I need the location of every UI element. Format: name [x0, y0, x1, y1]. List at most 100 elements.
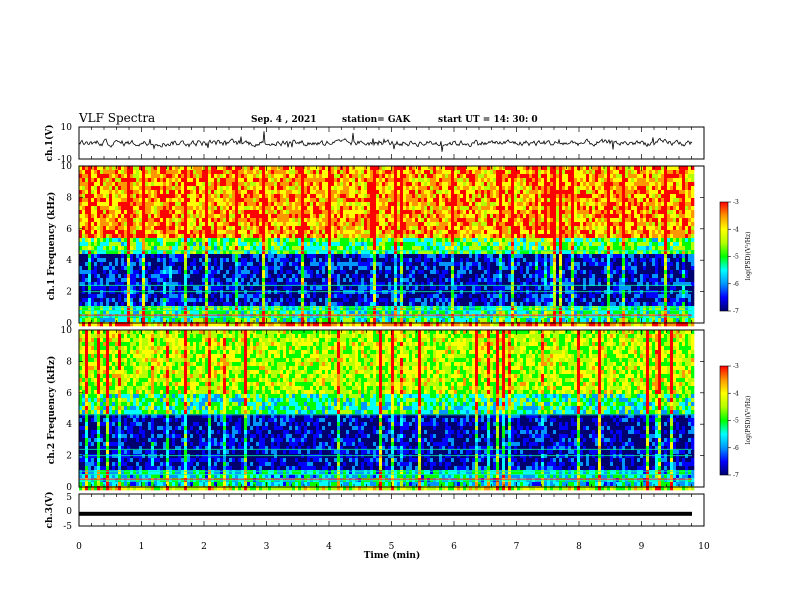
spectrogram-cell	[241, 310, 245, 315]
spectrogram-cell	[169, 298, 173, 303]
spectrogram-cell	[427, 206, 431, 211]
spectrogram-cell	[436, 294, 440, 299]
spectrogram-cell	[361, 206, 365, 211]
spectrogram-cell	[334, 230, 338, 235]
spectrogram-cell	[88, 242, 92, 247]
spectrogram-cell	[352, 206, 356, 211]
spectrogram-cell	[349, 262, 353, 267]
spectrogram-cell	[259, 218, 263, 223]
spectrogram-cell	[235, 186, 239, 191]
spectrogram-cell	[82, 174, 86, 179]
spectrogram-cell	[436, 290, 440, 295]
spectrogram-cell	[409, 234, 413, 239]
spectrogram-cell	[397, 314, 401, 319]
spectrogram-cell	[286, 294, 290, 299]
spectrogram-cell	[364, 274, 368, 279]
spectrogram-cell	[355, 222, 359, 227]
spectrogram-cell	[172, 310, 176, 315]
spectrogram-cell	[145, 178, 149, 183]
figure-title: VLF Spectra	[78, 111, 155, 125]
spectrogram-cell	[358, 198, 362, 203]
spectrogram-cell	[304, 206, 308, 211]
spectrogram-cell	[220, 254, 224, 259]
spectrogram-cell	[436, 222, 440, 227]
spectrogram-cell	[397, 198, 401, 203]
spectrogram-cell	[250, 194, 254, 199]
spectrogram-cell	[313, 286, 317, 291]
spectrogram-cell	[379, 186, 383, 191]
spectrogram-cell	[217, 218, 221, 223]
spectrogram-cell	[418, 258, 422, 263]
spectrogram-cell	[319, 318, 323, 323]
spectrogram-cell	[376, 274, 380, 279]
spectrogram-cell	[193, 182, 197, 187]
spectrogram-cell	[265, 270, 269, 275]
spectrogram-cell	[193, 226, 197, 231]
spectrogram-cell	[160, 282, 164, 287]
spectrogram-cell	[142, 170, 146, 175]
spectrogram-cell	[91, 290, 95, 295]
spectrogram-cell	[370, 202, 374, 207]
spectrogram-cell	[427, 226, 431, 231]
spectrogram-cell	[364, 270, 368, 275]
spectrogram-cell	[358, 298, 362, 303]
spectrogram-cell	[157, 322, 161, 327]
spectrogram-cell	[169, 166, 173, 171]
spectrogram-cell	[400, 170, 404, 175]
spectrogram-cell	[397, 242, 401, 247]
spectrogram-cell	[370, 238, 374, 243]
spectrogram-cell	[250, 310, 254, 315]
spectrogram-cell	[361, 262, 365, 267]
spectrogram-cell	[88, 206, 92, 211]
spectrogram-cell	[436, 238, 440, 243]
spectrogram-cell	[346, 306, 350, 311]
spectrogram-cell	[226, 178, 230, 183]
spectrogram-cell	[274, 218, 278, 223]
spectrogram-cell	[88, 282, 92, 287]
spectrogram-cell	[292, 198, 296, 203]
spectrogram-cell	[136, 266, 140, 271]
spectrogram-cell	[196, 234, 200, 239]
spectrogram-cell	[406, 194, 410, 199]
spectrogram-cell	[310, 206, 314, 211]
spectrogram-cell	[244, 186, 248, 191]
spectrogram-cell	[157, 214, 161, 219]
spectrogram-cell	[313, 242, 317, 247]
spectrogram-cell	[301, 254, 305, 259]
spectrogram-cell	[391, 186, 395, 191]
spectrogram-cell	[310, 242, 314, 247]
spectrogram-cell	[382, 198, 386, 203]
spectrogram-cell	[118, 226, 122, 231]
spectrogram-cell	[157, 306, 161, 311]
spectrogram-cell	[286, 166, 290, 171]
spectrogram-cell	[337, 178, 341, 183]
spectrogram-cell	[340, 242, 344, 247]
spectrogram-cell	[208, 262, 212, 267]
spectrogram-cell	[115, 222, 119, 227]
spectrogram-cell	[421, 198, 425, 203]
spectrogram-cell	[130, 298, 134, 303]
spectrogram-cell	[175, 310, 179, 315]
spectrogram-cell	[370, 174, 374, 179]
spectrogram-cell	[205, 306, 209, 311]
spectrogram-cell	[172, 290, 176, 295]
spectrogram-cell	[394, 298, 398, 303]
spectrogram-cell	[427, 242, 431, 247]
spectrogram-cell	[199, 186, 203, 191]
spectrogram-cell	[244, 258, 248, 263]
spectrogram-cell	[130, 322, 134, 327]
spectrogram-cell	[136, 258, 140, 263]
spectrogram-cell	[346, 250, 350, 255]
spectrogram-cell	[355, 282, 359, 287]
spectrogram-cell	[442, 274, 446, 279]
spectrogram-cell	[364, 282, 368, 287]
spectrogram-cell	[163, 230, 167, 235]
spectrogram-cell	[88, 210, 92, 215]
spectrogram-cell	[442, 238, 446, 243]
spectrogram-cell	[316, 230, 320, 235]
spectrogram-cell	[439, 298, 443, 303]
spectrogram-cell	[115, 182, 119, 187]
spectrogram-cell	[118, 250, 122, 255]
spectrogram-cell	[442, 230, 446, 235]
spectrogram-cell	[112, 290, 116, 295]
